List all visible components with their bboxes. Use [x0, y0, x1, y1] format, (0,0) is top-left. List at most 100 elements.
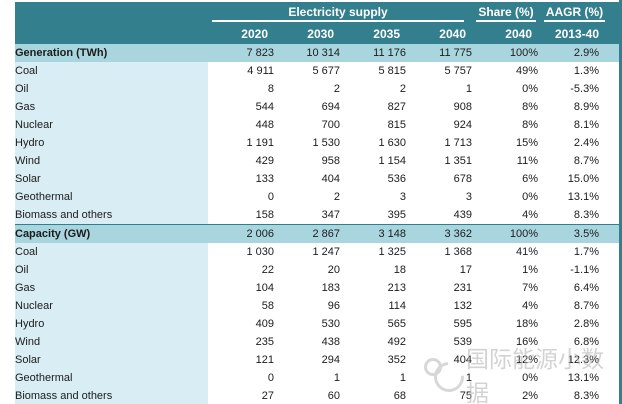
- cell-value: 8.7%: [538, 297, 619, 315]
- cell-value: 7%: [472, 279, 538, 297]
- cell-value: 678: [406, 170, 472, 188]
- cell-value: 158: [208, 206, 274, 225]
- cell-value: 3 362: [406, 224, 472, 243]
- table-row: Gas 104 183 213 231 7% 6.4%: [15, 279, 619, 297]
- cell-value: 8: [208, 80, 274, 98]
- cell-value: 3: [406, 188, 472, 206]
- cell-value: 132: [406, 297, 472, 315]
- cell-value: 60: [274, 387, 340, 404]
- cell-value: 3: [340, 188, 406, 206]
- cell-value: 96: [274, 297, 340, 315]
- cell-value: 429: [208, 152, 274, 170]
- cell-value: 235: [208, 333, 274, 351]
- header-group-share: Share (%): [472, 2, 538, 22]
- cell-value: 2 867: [274, 224, 340, 243]
- cell-value: 6.4%: [538, 279, 619, 297]
- cell-value: 1 630: [340, 134, 406, 152]
- row-label: Wind: [15, 152, 208, 170]
- cell-value: 20: [274, 261, 340, 279]
- cell-value: 100%: [472, 43, 538, 62]
- cell-value: 8.3%: [538, 206, 619, 225]
- cell-value: 2 006: [208, 224, 274, 243]
- cell-value: 1: [406, 369, 472, 387]
- cell-value: 11%: [472, 152, 538, 170]
- row-label: Gas: [15, 98, 208, 116]
- cell-value: 1 351: [406, 152, 472, 170]
- cell-value: 530: [274, 315, 340, 333]
- table-row: Solar 133 404 536 678 6% 15.0%: [15, 170, 619, 188]
- section-row: Capacity (GW) 2 006 2 867 3 148 3 362 100% 3.5…: [15, 224, 619, 243]
- cell-value: 439: [406, 206, 472, 225]
- cell-value: 5 757: [406, 62, 472, 80]
- cell-value: 100%: [472, 224, 538, 243]
- cell-value: 352: [340, 351, 406, 369]
- cell-value: 16%: [472, 333, 538, 351]
- cell-value: 13.1%: [538, 188, 619, 206]
- header-year-row: 2020 2030 2035 2040 2040 2013-40: [15, 22, 619, 44]
- cell-value: 908: [406, 98, 472, 116]
- row-label: Nuclear: [15, 297, 208, 315]
- cell-value: 2%: [472, 387, 538, 404]
- cell-value: 231: [406, 279, 472, 297]
- cell-value: 15.0%: [538, 170, 619, 188]
- cell-value: 827: [340, 98, 406, 116]
- table-row: Gas 544 694 827 908 8% 8.9%: [15, 98, 619, 116]
- row-label: Coal: [15, 62, 208, 80]
- cell-value: 8%: [472, 116, 538, 134]
- right-edge-rule: [619, 0, 622, 404]
- cell-value: 183: [274, 279, 340, 297]
- electricity-supply-group-label: Electricity supply: [212, 5, 464, 22]
- cell-value: 2.9%: [538, 43, 619, 62]
- row-label: Geothermal: [15, 188, 208, 206]
- cell-value: 41%: [472, 243, 538, 261]
- cell-value: 8.7%: [538, 152, 619, 170]
- cell-value: 1.3%: [538, 62, 619, 80]
- cell-value: 1 530: [274, 134, 340, 152]
- cell-value: 395: [340, 206, 406, 225]
- table-body: Generation (TWh) 7 823 10 314 11 176 11 775 1…: [15, 43, 619, 404]
- cell-value: 0%: [472, 80, 538, 98]
- cell-value: 2.8%: [538, 315, 619, 333]
- table-row: Geothermal 0 2 3 3 0% 13.1%: [15, 188, 619, 206]
- row-label: Geothermal: [15, 369, 208, 387]
- cell-value: 539: [406, 333, 472, 351]
- share-group-label: Share (%): [476, 5, 536, 22]
- cell-value: 958: [274, 152, 340, 170]
- cell-value: 448: [208, 116, 274, 134]
- header-empty-cell: [15, 22, 208, 44]
- row-label: Gas: [15, 279, 208, 297]
- table-row: Biomass and others 158 347 395 439 4% 8.3%: [15, 206, 619, 225]
- cell-value: 6.8%: [538, 333, 619, 351]
- row-label: Oil: [15, 261, 208, 279]
- cell-value: 924: [406, 116, 472, 134]
- cell-value: 12%: [472, 351, 538, 369]
- header-group-row: Electricity supply Share (%) AAGR (%): [15, 2, 619, 22]
- cell-value: 75: [406, 387, 472, 404]
- table-row: Oil 8 2 2 1 0% -5.3%: [15, 80, 619, 98]
- table-row: Nuclear 58 96 114 132 4% 8.7%: [15, 297, 619, 315]
- cell-value: -1.1%: [538, 261, 619, 279]
- cell-value: 1 325: [340, 243, 406, 261]
- row-label: Solar: [15, 170, 208, 188]
- cell-value: 404: [274, 170, 340, 188]
- cell-value: 1 368: [406, 243, 472, 261]
- cell-value: 4%: [472, 206, 538, 225]
- electricity-supply-table: Electricity supply Share (%) AAGR (%) 20…: [15, 2, 619, 404]
- cell-value: 8.1%: [538, 116, 619, 134]
- cell-value: 2: [340, 80, 406, 98]
- cell-value: 536: [340, 170, 406, 188]
- table-header: Electricity supply Share (%) AAGR (%) 20…: [15, 2, 619, 44]
- cell-value: 404: [406, 351, 472, 369]
- table-row: Biomass and others 27 60 68 75 2% 8.3%: [15, 387, 619, 404]
- row-label: Biomass and others: [15, 206, 208, 225]
- cell-value: 438: [274, 333, 340, 351]
- cell-value: 13.1%: [538, 369, 619, 387]
- section-row: Generation (TWh) 7 823 10 314 11 176 11 775 1…: [15, 43, 619, 62]
- cell-value: 4 911: [208, 62, 274, 80]
- table-row: Oil 22 20 18 17 1% -1.1%: [15, 261, 619, 279]
- cell-value: 815: [340, 116, 406, 134]
- row-label: Hydro: [15, 134, 208, 152]
- cell-value: 5 815: [340, 62, 406, 80]
- row-label: Wind: [15, 333, 208, 351]
- cell-value: 700: [274, 116, 340, 134]
